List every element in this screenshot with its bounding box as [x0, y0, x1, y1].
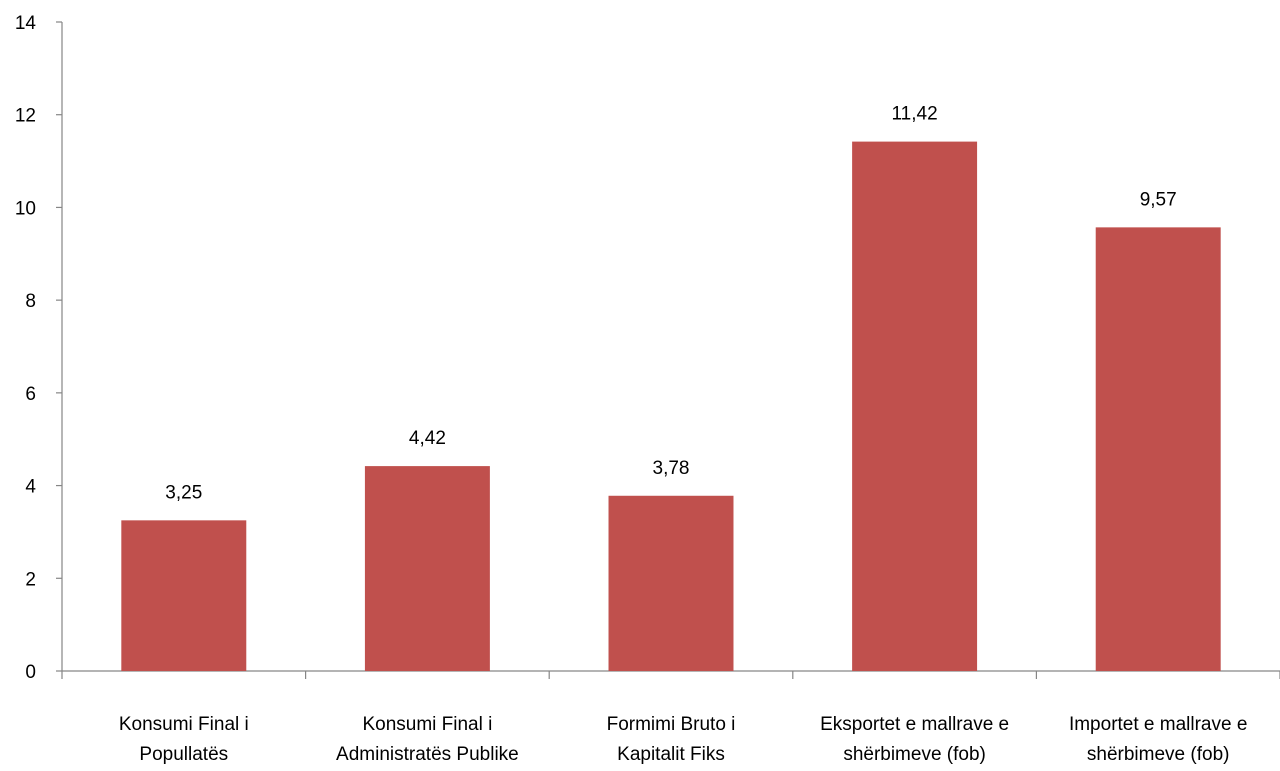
y-tick-label: 14 [15, 13, 37, 34]
category-label-line: Importet e mallrave e [1069, 714, 1247, 735]
data-label: 9,57 [1140, 189, 1177, 210]
category-label-line: Popullatës [139, 744, 228, 765]
category-label-line: Eksportet e mallrave e [820, 714, 1009, 735]
data-label: 4,42 [409, 428, 446, 449]
category-label-line: Kapitalit Fiks [617, 744, 725, 765]
category-label: Eksportet e mallrave e shërbimeve (fob) [820, 714, 1009, 765]
category-label: Konsumi Final i Administratës Publike [336, 714, 519, 765]
bar [608, 495, 734, 671]
y-axis: 0 2 4 6 8 10 12 14 [15, 13, 63, 683]
y-tick-label: 6 [25, 384, 36, 405]
y-tick-label: 0 [25, 662, 36, 683]
y-tick-label: 8 [25, 291, 36, 312]
y-tick-label: 10 [15, 198, 36, 219]
bar [1095, 227, 1221, 672]
category-label-line: Formimi Bruto i [607, 714, 736, 735]
category-label-line: Konsumi Final i [119, 714, 249, 735]
y-tick-label: 2 [25, 569, 36, 590]
data-label: 3,25 [165, 482, 202, 503]
bar [121, 520, 247, 671]
data-label: 11,42 [892, 104, 938, 125]
category-label-line: shërbimeve (fob) [843, 744, 986, 765]
category-label-line: Administratës Publike [336, 744, 519, 765]
data-labels: 3,25 4,42 3,78 11,42 9,57 [165, 104, 1176, 504]
y-tick-label: 4 [25, 477, 36, 498]
bar [364, 466, 490, 671]
x-axis [61, 670, 1280, 679]
bars [121, 141, 1221, 672]
data-label: 3,78 [653, 458, 690, 479]
category-label: Konsumi Final i Popullatës [119, 714, 249, 765]
category-label: Formimi Bruto i Kapitalit Fiks [607, 714, 736, 765]
category-label: Importet e mallrave e shërbimeve (fob) [1069, 714, 1247, 765]
category-label-line: shërbimeve (fob) [1087, 744, 1230, 765]
y-tick-label: 12 [15, 106, 36, 127]
bar [852, 141, 978, 671]
category-label-line: Konsumi Final i [362, 714, 492, 735]
